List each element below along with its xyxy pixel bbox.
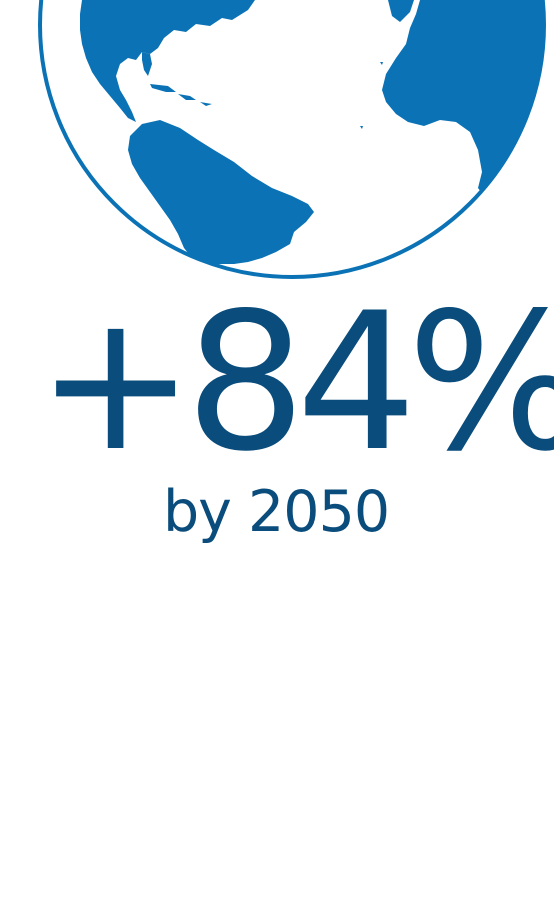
- africa-shape: [382, 0, 544, 196]
- stat-caption: by 2050: [163, 479, 390, 545]
- atlantic-islands: [360, 62, 383, 129]
- florida-shape: [142, 52, 152, 76]
- greenland-shape: [388, 0, 414, 22]
- caribbean-islands: [150, 84, 212, 106]
- stat-value: +84%: [36, 272, 554, 493]
- south-america-shape: [128, 120, 314, 264]
- north-america-shape: [80, 0, 255, 122]
- globe-icon: [38, 0, 546, 279]
